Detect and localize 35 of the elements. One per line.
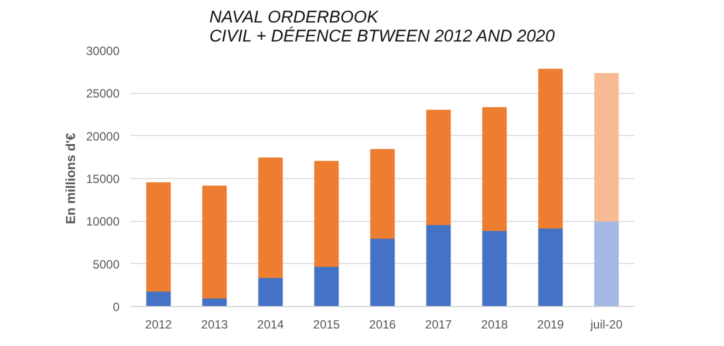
bar xyxy=(370,148,395,239)
bar xyxy=(314,160,339,267)
y-tick-label: 30000 xyxy=(86,44,120,58)
y-tick-label: 5000 xyxy=(92,257,120,272)
y-tick-label: 0 xyxy=(112,300,120,314)
x-tick-label: 2018 xyxy=(481,318,508,332)
bar xyxy=(258,158,283,278)
x-tick-label: juil-20 xyxy=(589,318,623,332)
y-tick-label: 15000 xyxy=(86,172,120,186)
bar xyxy=(482,107,507,232)
bar xyxy=(370,238,395,306)
x-tick-label: 2019 xyxy=(537,318,564,332)
x-tick-label: 2015 xyxy=(313,318,340,332)
bar xyxy=(594,73,619,222)
y-tick-label: 25000 xyxy=(86,86,120,101)
bar xyxy=(314,266,339,306)
bar xyxy=(146,290,171,306)
bar xyxy=(202,186,227,298)
y-tick-label: 10000 xyxy=(86,214,120,229)
bar xyxy=(258,276,283,306)
bar xyxy=(538,68,563,228)
bar xyxy=(482,230,507,306)
x-tick-label: 2012 xyxy=(145,318,172,332)
bar xyxy=(594,220,619,306)
bar xyxy=(426,224,451,306)
chart-title: NAVAL ORDERBOOK CIVIL + DÉFENCE BTWEEN 2012 AND 2020 xyxy=(209,8,556,46)
bar xyxy=(146,182,171,292)
y-axis-title: En millions d'€ xyxy=(63,132,78,224)
x-tick-label: 2016 xyxy=(369,318,396,332)
bar xyxy=(538,227,563,306)
x-tick-label: 2017 xyxy=(425,318,452,332)
x-tick-label: 2013 xyxy=(201,318,228,332)
x-tick-label: 2014 xyxy=(257,318,284,332)
bar xyxy=(426,110,451,226)
y-tick-label: 20000 xyxy=(86,129,120,144)
